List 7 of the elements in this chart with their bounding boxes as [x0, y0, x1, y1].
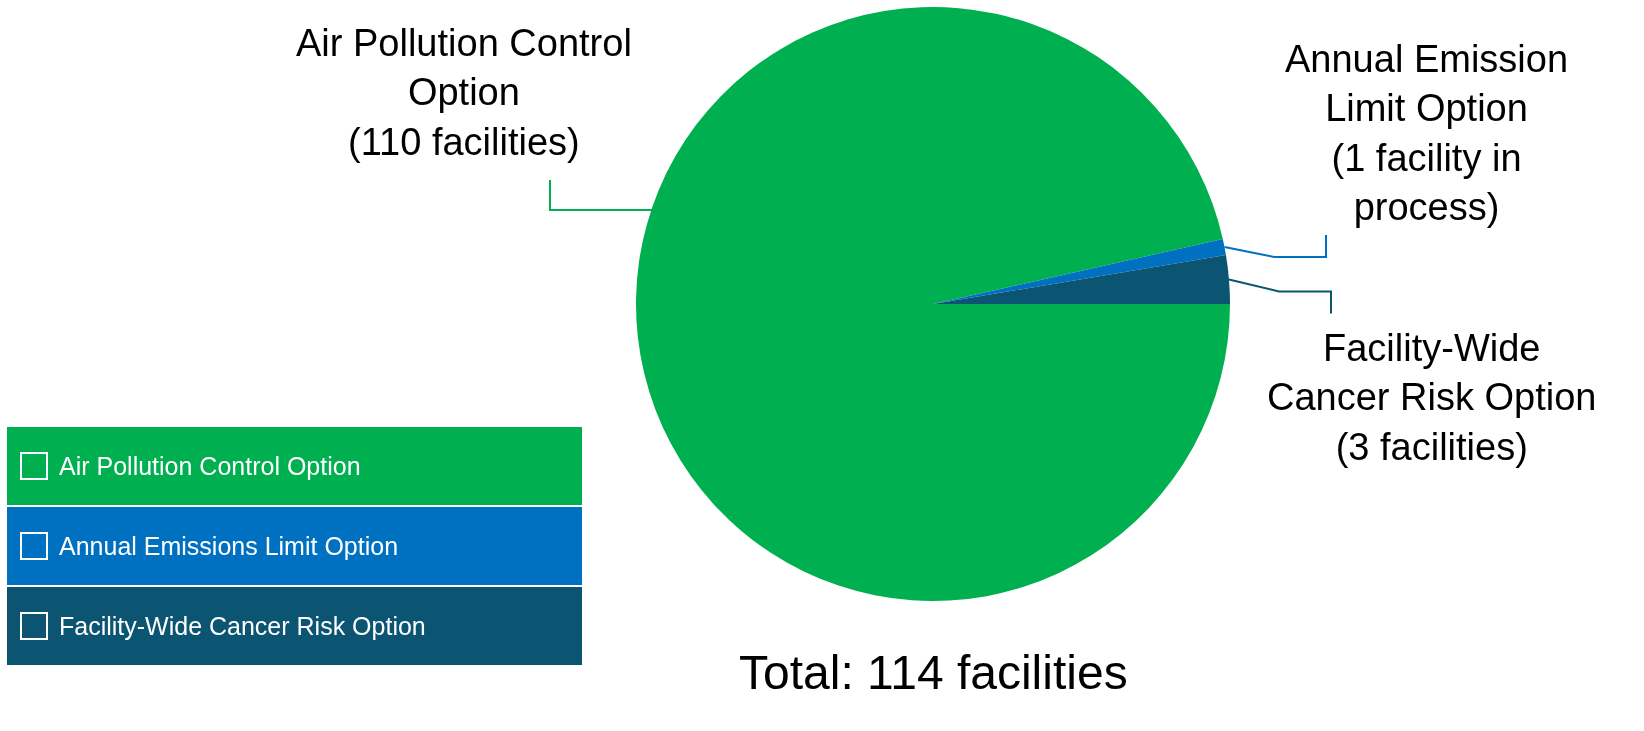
data-label: Annual Emission Limit Option (1 facility in process) [1285, 38, 1569, 229]
data-label: Facility-Wide Cancer Risk Option (3 facilities) [1267, 327, 1597, 468]
legend-label: Air Pollution Control Option [59, 452, 361, 480]
legend-label: Facility-Wide Cancer Risk Option [59, 612, 426, 640]
text: Total: 114 facilities [739, 646, 1128, 699]
data-label: Air Pollution Control Option (110 facilities) [296, 22, 632, 163]
legend-label: Annual Emissions Limit Option [59, 532, 399, 560]
